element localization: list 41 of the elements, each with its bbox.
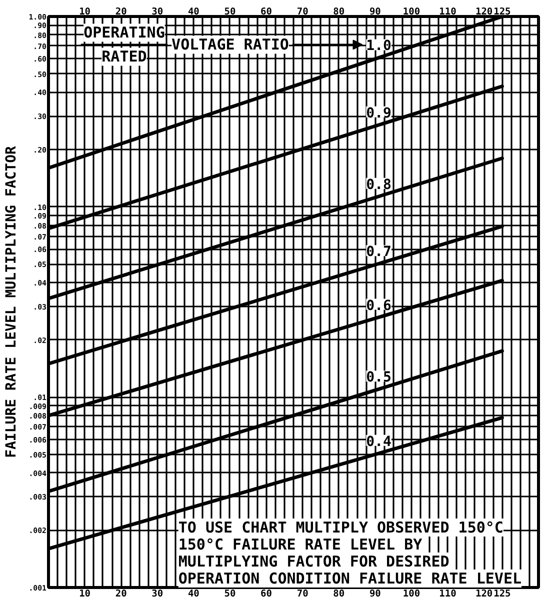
- x-tick-label: 70: [296, 6, 309, 18]
- x2-tick-label: 90: [369, 588, 382, 600]
- legend-label: 1.0: [366, 38, 392, 54]
- x-tick-label: 30: [152, 6, 164, 18]
- x-tick-label: 50: [224, 6, 236, 18]
- x-tick-label: 100: [402, 6, 420, 18]
- series-label: 0.5: [366, 370, 392, 386]
- x2-tick-label: 40: [188, 588, 200, 600]
- annotation: VOLTAGE RATIO: [172, 36, 289, 54]
- x2-tick-label: 70: [296, 588, 309, 600]
- x2-tick-label: 60: [260, 588, 272, 600]
- x-tick-label: 60: [260, 6, 272, 18]
- x-tick-label: 20: [115, 6, 128, 18]
- x-tick-label: 80: [333, 6, 345, 18]
- x2-tick-label: 30: [152, 588, 164, 600]
- series-label: 0.6: [366, 298, 392, 314]
- x-tick-label: 110: [439, 6, 457, 18]
- annotation: MULTIPLYING FACTOR FOR DESIRED: [178, 552, 450, 570]
- series-label: 0.9: [366, 105, 392, 122]
- annotation: RATED: [102, 48, 147, 66]
- annotation: OPERATING: [84, 24, 165, 42]
- x2-tick-label: 80: [333, 588, 345, 600]
- x-tick-label: 125: [494, 6, 512, 18]
- x2-tick-label: 125: [494, 588, 512, 600]
- series-label: 0.7: [366, 244, 392, 260]
- x2-tick-label: 20: [115, 588, 128, 600]
- x2-tick-label: 50: [224, 588, 236, 600]
- annotation: OPERATION CONDITION FAILURE RATE LEVEL: [178, 570, 522, 588]
- x2-tick-label: 100: [402, 588, 420, 600]
- x2-tick-label: 10: [79, 588, 91, 600]
- x2-tick-label: 110: [439, 588, 457, 600]
- x-tick-label: 90: [369, 6, 382, 18]
- annotation: TO USE CHART MULTIPLY OBSERVED 150°C: [178, 518, 504, 536]
- annotation: 150°C FAILURE RATE LEVEL BY: [178, 536, 422, 554]
- x-tick-label: 120: [475, 6, 493, 18]
- x2-tick-label: 120: [475, 588, 493, 600]
- x-tick-label: 40: [188, 6, 200, 18]
- y-axis-title: FAILURE RATE LEVEL MULTIPLYING FACTOR: [4, 146, 20, 458]
- series-label: 0.4: [366, 434, 392, 450]
- x-tick-label: 10: [79, 6, 91, 18]
- series-label: 0.8: [366, 176, 392, 193]
